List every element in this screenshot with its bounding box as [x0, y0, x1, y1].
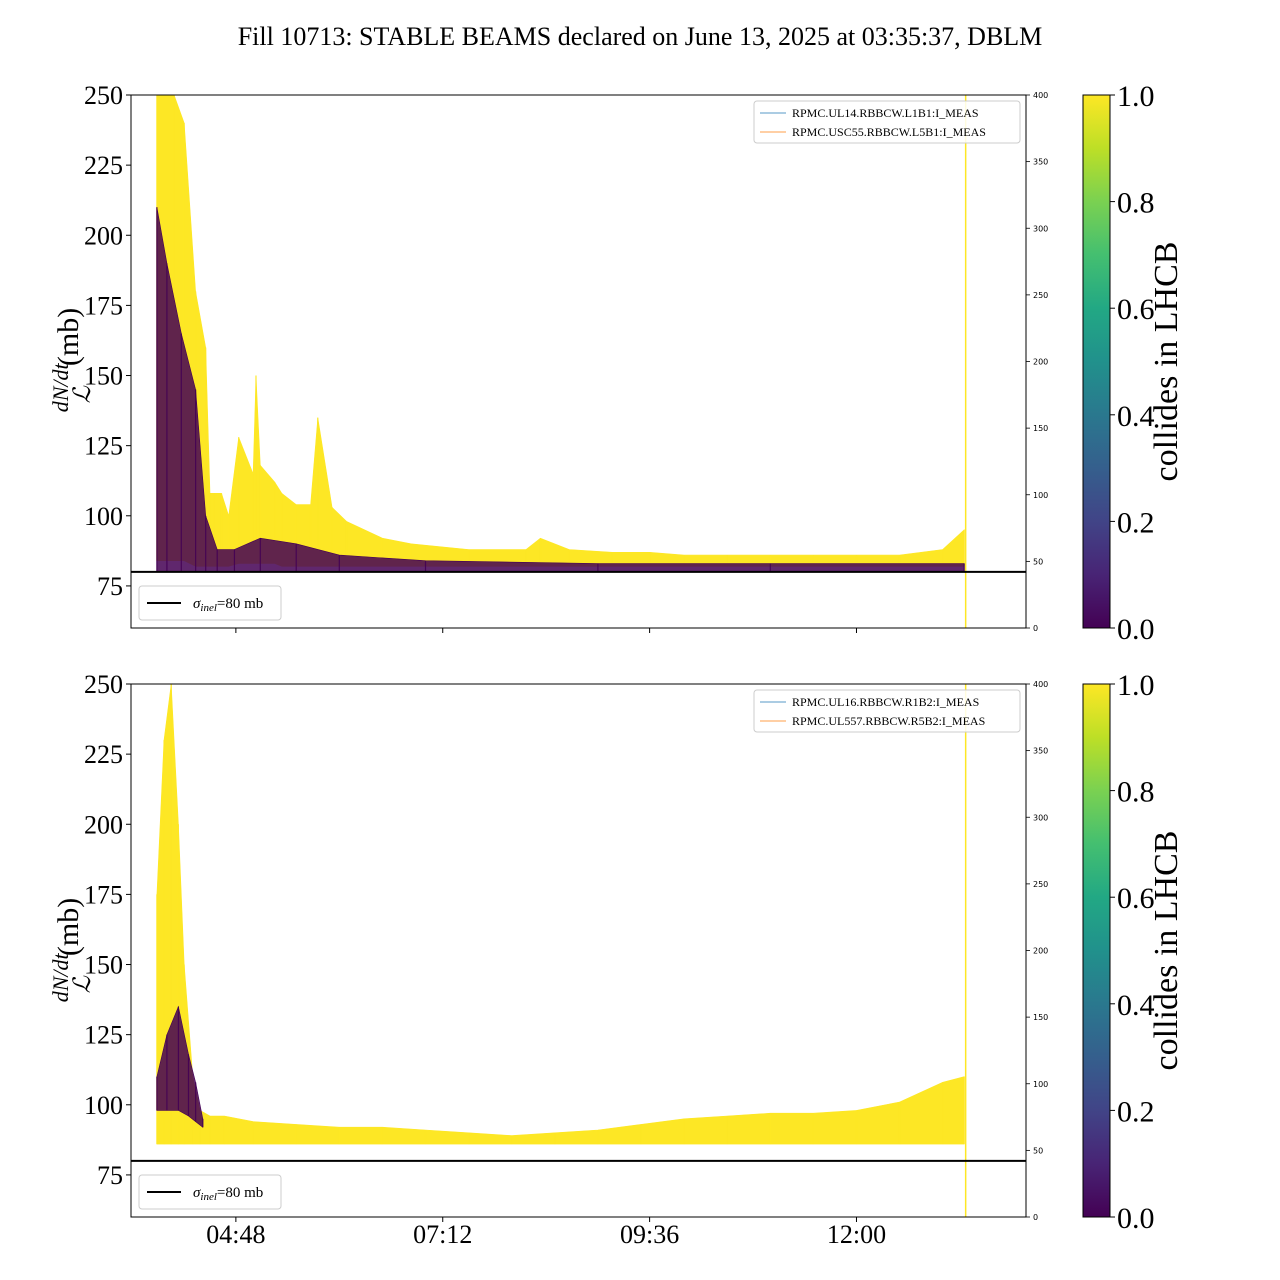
y-tick-label: 150	[84, 951, 123, 980]
legend-threshold-label: σinel=80 mb	[193, 1185, 263, 1203]
y2-tick-label: 300	[1033, 224, 1048, 233]
y2-tick-label: 100	[1033, 1080, 1048, 1089]
y-tick-label: 100	[84, 502, 123, 531]
y-tick-label: 75	[97, 1161, 123, 1190]
legend-label: RPMC.USC55.RBBCW.L5B1:I_MEAS	[792, 125, 986, 139]
colorbar-tick-label: 1.0	[1117, 669, 1155, 702]
bottom-ylabel-fraction: dN/dt	[48, 952, 73, 1002]
legend-label: RPMC.UL16.RBBCW.R1B2:I_MEAS	[792, 695, 979, 709]
colorbar-tick-label: 0.2	[1117, 506, 1155, 539]
y2-tick-label: 350	[1033, 747, 1048, 756]
colorbar-tick-label: 0.8	[1117, 187, 1155, 220]
legend-label: RPMC.UL557.RBBCW.R5B2:I_MEAS	[792, 714, 985, 728]
y2-tick-label: 400	[1033, 680, 1048, 689]
y-tick-label: 175	[84, 291, 123, 320]
y-tick-label: 200	[84, 221, 123, 250]
y2-tick-label: 150	[1033, 1013, 1048, 1022]
colorbar-tick-label: 0.6	[1117, 293, 1155, 326]
y-tick-label: 225	[84, 740, 123, 769]
top-collides-1-band	[156, 95, 965, 567]
colorbar-tick-label: 0.0	[1117, 613, 1155, 646]
top-ylabel-denominator: ℒ	[70, 385, 96, 403]
y2-tick-label: 100	[1033, 491, 1048, 500]
y-tick-label: 250	[84, 670, 123, 699]
top-legend-lower: σinel=80 mb	[138, 585, 282, 621]
y-tick-label: 175	[84, 880, 123, 909]
bot-collides-1-band	[156, 684, 965, 1145]
bottom-legend-lower: σinel=80 mb	[138, 1174, 282, 1210]
y2-tick-label: 50	[1033, 557, 1043, 566]
y2-tick-label: 0	[1033, 624, 1038, 633]
y2-tick-label: 350	[1033, 158, 1048, 167]
y2-tick-label: 150	[1033, 424, 1048, 433]
top-colorbar: 0.0 0.2 0.4 0.6 0.8 1.0 collides in LHCB	[1082, 80, 1185, 646]
bottom-ylabel-denominator: ℒ	[70, 975, 96, 993]
colorbar-tick-label: 0.4	[1117, 400, 1155, 433]
colorbar-tick-label: 1.0	[1117, 80, 1155, 113]
legend-threshold-label: σinel=80 mb	[193, 596, 263, 614]
top-panel: 75 100 125 150 175 200 225 250 0 50 100 150 200 250 3…	[48, 81, 1048, 633]
x-tick-label: 12:00	[827, 1220, 886, 1249]
y2-tick-label: 50	[1033, 1146, 1043, 1155]
y2-tick-label: 300	[1033, 813, 1048, 822]
y2-tick-label: 250	[1033, 880, 1048, 889]
y-tick-label: 75	[97, 572, 123, 601]
y2-tick-label: 200	[1033, 358, 1048, 367]
colorbar-gradient	[1082, 94, 1111, 629]
colorbar-tick-label: 0.0	[1117, 1202, 1155, 1235]
top-ylabel: dN/dtℒ(mb)	[48, 308, 96, 413]
colorbar-tick-label: 0.4	[1117, 989, 1155, 1022]
y2-tick-label: 250	[1033, 291, 1048, 300]
top-ylabel-fraction: dN/dt	[48, 362, 73, 412]
bottom-legend-upper: RPMC.UL16.RBBCW.R1B2:I_MEAS RPMC.UL557.RB…	[753, 689, 1021, 733]
colorbar-label: collides in LHCB	[1148, 831, 1185, 1071]
y-tick-label: 200	[84, 810, 123, 839]
bottom-panel: 75 100 125 150 175 200 225 250 0 50 100 150 200 250 3…	[48, 670, 1048, 1249]
colorbar-tick-label: 0.6	[1117, 882, 1155, 915]
y2-tick-label: 0	[1033, 1213, 1038, 1222]
y2-tick-label: 400	[1033, 91, 1048, 100]
bottom-ylabel: dN/dtℒ(mb)	[48, 898, 96, 1003]
x-tick-label: 07:12	[413, 1220, 472, 1249]
y-tick-label: 250	[84, 81, 123, 110]
figure-title: Fill 10713: STABLE BEAMS declared on Jun…	[238, 22, 1043, 51]
y-tick-label: 225	[84, 151, 123, 180]
colorbar-label: collides in LHCB	[1148, 242, 1185, 482]
x-tick-label: 09:36	[620, 1220, 679, 1249]
x-tick-label: 04:48	[206, 1220, 265, 1249]
y-tick-label: 150	[84, 362, 123, 391]
colorbar-tick-label: 0.2	[1117, 1095, 1155, 1128]
colorbar-tick-label: 0.8	[1117, 776, 1155, 809]
y2-tick-label: 200	[1033, 947, 1048, 956]
legend-label: RPMC.UL14.RBBCW.L1B1:I_MEAS	[792, 106, 979, 120]
colorbar-gradient	[1082, 683, 1111, 1218]
y-tick-label: 125	[84, 1021, 123, 1050]
top-legend-upper: RPMC.UL14.RBBCW.L1B1:I_MEAS RPMC.USC55.RB…	[753, 100, 1021, 144]
bottom-colorbar: 0.0 0.2 0.4 0.6 0.8 1.0 collides in LHCB	[1082, 669, 1185, 1235]
y-tick-label: 125	[84, 432, 123, 461]
y-tick-label: 100	[84, 1091, 123, 1120]
